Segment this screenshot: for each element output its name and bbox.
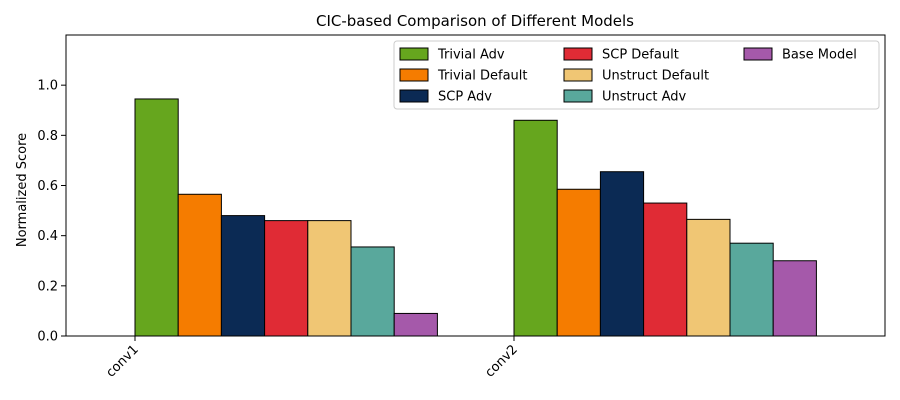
- bar-scp-default-conv1: [264, 220, 309, 337]
- bar-trivial-default-conv1: [177, 193, 222, 337]
- y-tick-label: 0.2: [37, 279, 58, 294]
- y-tick-label: 1.0: [37, 79, 58, 94]
- bar-base-model-conv1: [393, 312, 438, 337]
- bar-unstruct-adv-conv1: [350, 246, 395, 337]
- bar-scp-adv-conv2: [599, 171, 645, 337]
- x-tick-label: conv2: [482, 342, 520, 380]
- chart-title: CIC-based Comparison of Different Models: [316, 12, 634, 30]
- bar-trivial-adv-conv1: [134, 98, 179, 337]
- legend-swatch-unstruct-adv: [563, 89, 593, 103]
- y-axis-ticks: 0.0 0.2 0.4 0.6 0.8 1.0: [37, 79, 66, 345]
- legend-label-base-model: Base Model: [782, 48, 857, 63]
- legend-swatch-base-model: [743, 47, 773, 61]
- legend-label-trivial-adv: Trivial Adv: [437, 48, 505, 63]
- bar-unstruct-default-conv1: [307, 220, 352, 337]
- legend-swatch-unstruct-default: [563, 68, 593, 82]
- x-tick-label: conv1: [103, 342, 141, 380]
- y-tick-label: 0.6: [37, 179, 58, 194]
- x-axis-ticks: conv1 conv2: [103, 336, 521, 381]
- bar-scp-default-conv2: [643, 202, 688, 337]
- legend-label-trivial-default: Trivial Default: [437, 69, 528, 84]
- bars-group: [134, 98, 817, 337]
- legend-swatch-trivial-default: [399, 68, 429, 82]
- legend: Trivial Adv Trivial Default SCP Adv SCP Def…: [393, 40, 880, 110]
- legend-label-scp-default: SCP Default: [602, 48, 679, 63]
- y-tick-label: 0.4: [37, 229, 58, 244]
- bar-base-model-conv2: [772, 260, 817, 337]
- bar-unstruct-adv-conv2: [729, 242, 774, 337]
- y-tick-label: 0.8: [37, 129, 58, 144]
- y-axis-label: Normalized Score: [15, 133, 30, 247]
- bar-scp-adv-conv1: [220, 215, 266, 337]
- bar-trivial-adv-conv2: [513, 119, 558, 337]
- legend-label-unstruct-default: Unstruct Default: [602, 69, 709, 84]
- y-tick-label: 0.0: [37, 330, 58, 345]
- bar-trivial-default-conv2: [556, 188, 601, 337]
- legend-swatch-scp-default: [563, 47, 593, 61]
- legend-swatch-scp-adv: [399, 89, 429, 103]
- legend-label-unstruct-adv: Unstruct Adv: [602, 90, 687, 105]
- bar-unstruct-default-conv2: [686, 218, 731, 337]
- legend-swatch-trivial-adv: [399, 47, 429, 61]
- legend-label-scp-adv: SCP Adv: [438, 90, 492, 105]
